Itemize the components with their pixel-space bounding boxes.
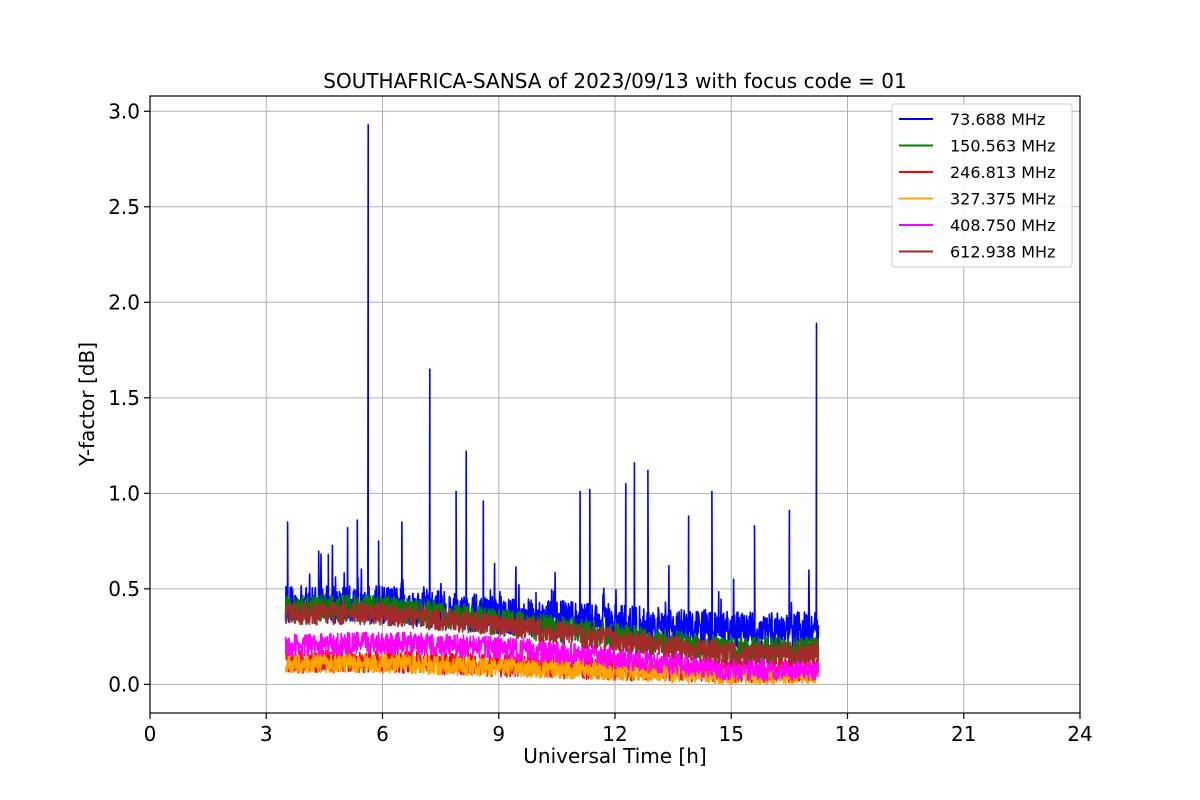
series-line-5 (284, 601, 820, 666)
legend-label: 327.375 MHz (950, 190, 1055, 209)
x-tick-label: 21 (951, 722, 976, 746)
legend: 73.688 MHz 150.563 MHz 246.813 MHz 327.375 … (891, 103, 1073, 268)
x-tick-label: 15 (719, 722, 744, 746)
legend-label: 408.750 MHz (950, 216, 1055, 235)
x-tick-label: 0 (144, 722, 157, 746)
legend-box (891, 103, 1073, 268)
x-tick-label: 12 (602, 722, 627, 746)
legend-label: 73.688 MHz (950, 110, 1045, 129)
y-tick-label: 1.5 (108, 386, 140, 410)
y-tick-label: 2.0 (108, 290, 140, 314)
legend-entries: 73.688 MHz 150.563 MHz 246.813 MHz 327.375 … (899, 110, 1055, 262)
legend-label: 246.813 MHz (950, 163, 1055, 182)
x-tick-label: 18 (835, 722, 860, 746)
legend-label: 150.563 MHz (950, 137, 1055, 156)
x-axis-label: Universal Time [h] (523, 744, 706, 768)
x-tick-label: 9 (492, 722, 505, 746)
series-line-4 (284, 631, 820, 682)
x-tick-label: 24 (1067, 722, 1092, 746)
y-tick-label: 2.5 (108, 195, 140, 219)
y-axis-label: Y-factor [dB] (75, 342, 99, 467)
axis-ticks: 0 3 6 9 12 15 18 21 24 0.0 0.5 1.0 1.5 2.0 2.5 3.0 (108, 99, 1093, 746)
y-tick-label: 3.0 (108, 99, 140, 123)
x-tick-label: 6 (376, 722, 389, 746)
chart-title: SOUTHAFRICA-SANSA of 2023/09/13 with foc… (323, 69, 907, 93)
x-tick-label: 3 (260, 722, 273, 746)
y-tick-label: 0.0 (108, 672, 140, 696)
y-tick-label: 1.0 (108, 481, 140, 505)
y-tick-label: 0.5 (108, 577, 140, 601)
plot-series (284, 123, 820, 686)
legend-label: 612.938 MHz (950, 243, 1055, 262)
